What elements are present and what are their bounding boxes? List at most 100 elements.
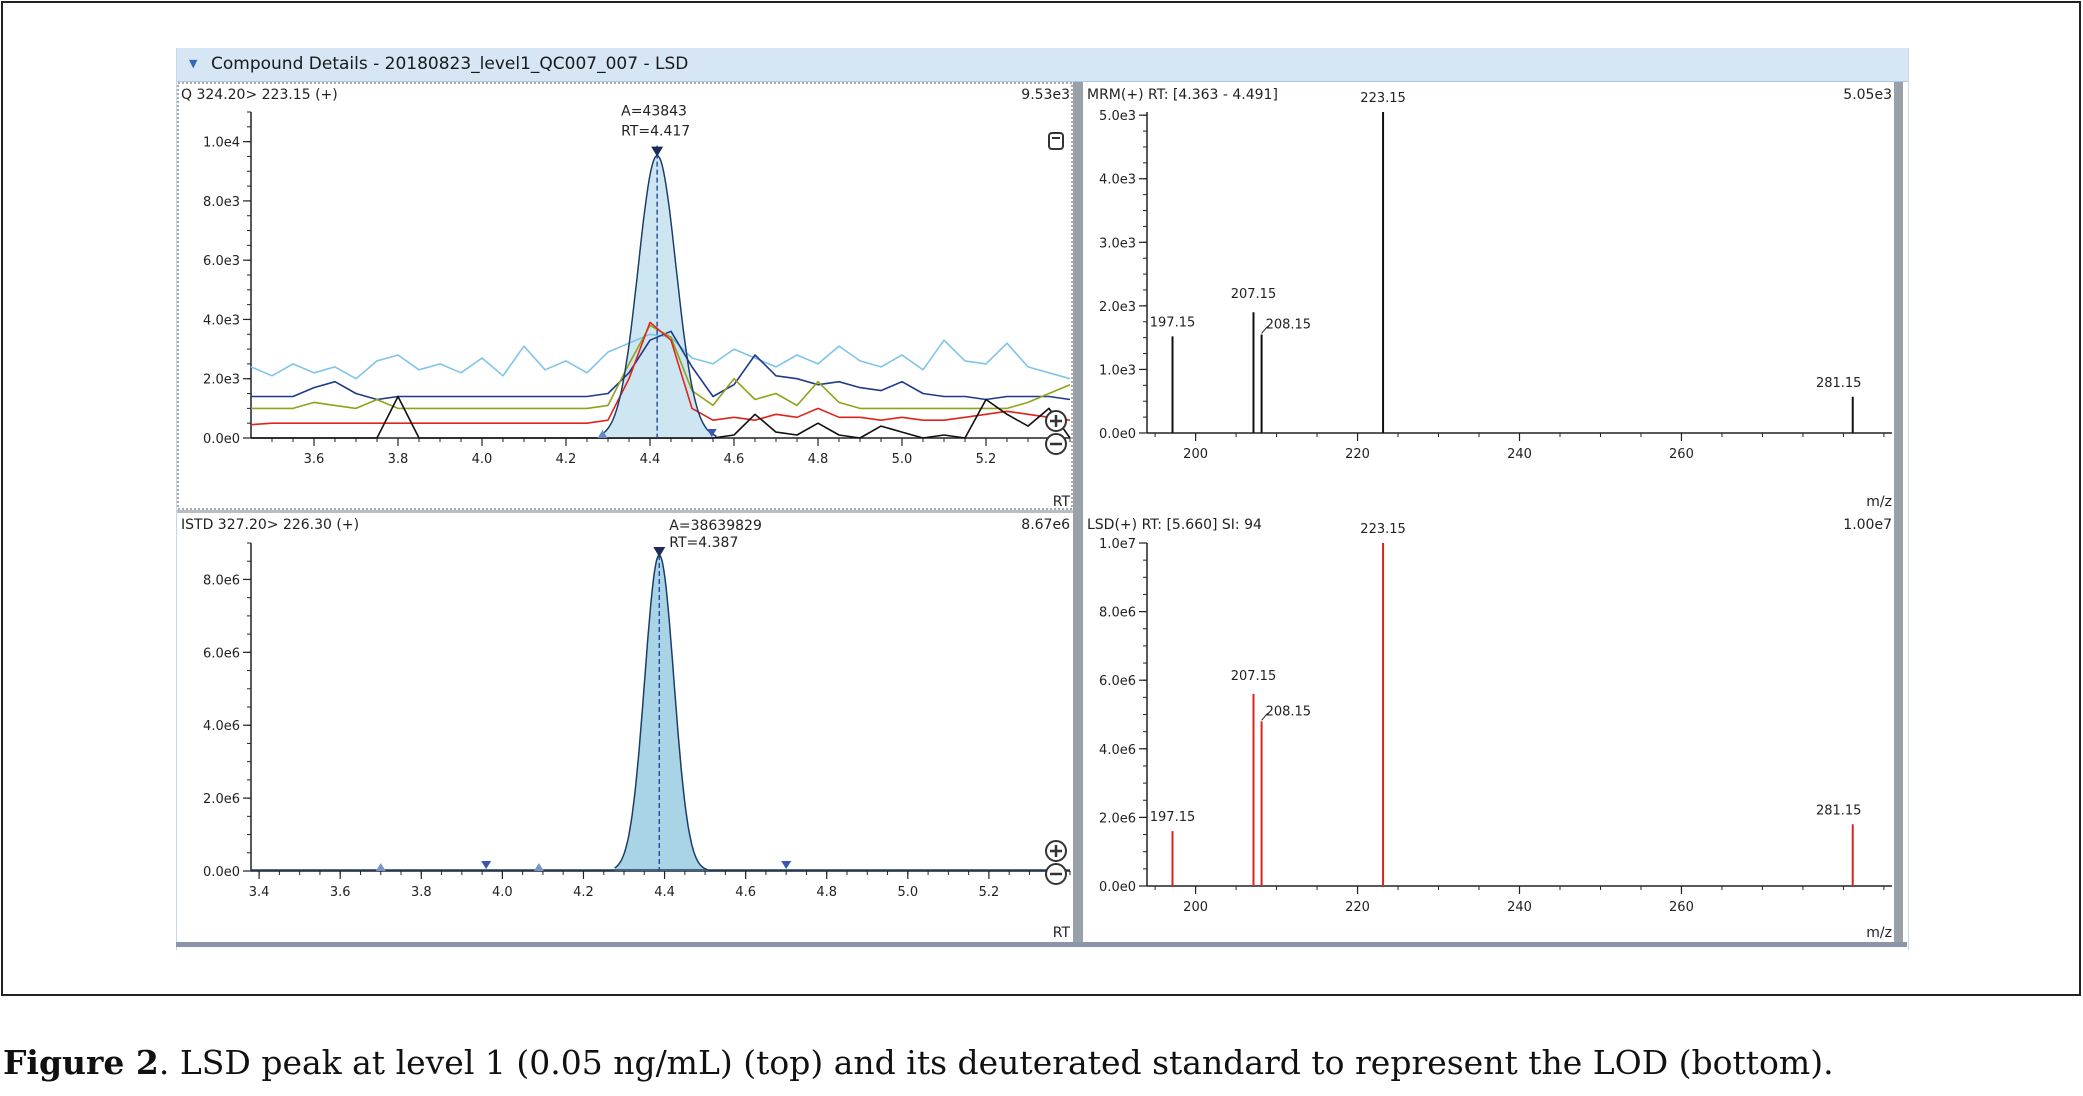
x-tick-label: 260 — [1669, 447, 1694, 462]
x-tick-label: 200 — [1183, 447, 1208, 462]
panel-header: MRM(+) RT: [4.363 - 4.491] — [1087, 87, 1278, 103]
x-tick-label: 5.0 — [897, 885, 918, 900]
x-tick-label: 3.6 — [304, 452, 325, 467]
spectrum-bars: 197.15 207.15 208.15 223.15 281.15 — [1150, 91, 1862, 433]
triangle-down-icon[interactable]: ▼ — [189, 57, 198, 70]
x-tick-label: 5.2 — [979, 885, 1000, 900]
peak-mz-label: 208.15 — [1266, 317, 1312, 332]
baseline-marker[interactable] — [481, 861, 492, 869]
chart-axes: 0.0e0 1.0e3 2.0e3 3.0e3 4.0e3 5.0e3 200 220 240 2… — [1099, 109, 1892, 462]
library-spectrum-panel: LSD(+) RT: [5.660] SI: 94 1.00e7 0.0e0 2.… — [1087, 517, 1892, 941]
y-tick-label: 8.0e3 — [203, 195, 240, 210]
panel-header: LSD(+) RT: [5.660] SI: 94 — [1087, 517, 1262, 533]
peak-mz-label: 207.15 — [1231, 669, 1277, 684]
x-tick-label: 240 — [1507, 900, 1532, 915]
y-tick-label: 4.0e6 — [203, 719, 240, 734]
y-tick-label: 5.0e3 — [1099, 109, 1136, 124]
y-tick-label: 2.0e3 — [203, 373, 240, 388]
x-tick-label: 4.0 — [472, 452, 493, 467]
y-tick-label: 4.0e3 — [1099, 173, 1136, 188]
peak-mz-label: 223.15 — [1360, 522, 1406, 537]
figure-frame — [1, 1, 2081, 996]
peak-start-marker[interactable] — [597, 430, 608, 438]
y-tick-label: 6.0e6 — [1099, 674, 1136, 689]
window-title: Compound Details - 20180823_level1_QC007… — [211, 54, 689, 74]
x-axis-label: RT — [1053, 925, 1071, 941]
peak-rt-label: RT=4.387 — [669, 535, 738, 551]
x-axis-label: RT — [1053, 494, 1071, 510]
horizontal-splitter[interactable] — [177, 510, 1073, 513]
peak-mz-label: 197.15 — [1150, 315, 1196, 330]
x-tick-label: 5.2 — [976, 452, 997, 467]
peak-mz-label: 207.15 — [1231, 287, 1277, 302]
chromatogram-traces — [251, 554, 1070, 871]
x-tick-label: 4.6 — [735, 885, 756, 900]
zoom-reset-icon[interactable] — [1048, 132, 1064, 150]
panel-header: Q 324.20> 223.15 (+) — [181, 87, 338, 103]
max-intensity-label: 8.67e6 — [1021, 517, 1070, 533]
label-leader-line — [1261, 326, 1268, 334]
peak-mz-label: 208.15 — [1266, 704, 1312, 719]
apex-marker[interactable] — [653, 547, 666, 558]
x-tick-label: 260 — [1669, 900, 1694, 915]
caption-text: . LSD peak at level 1 (0.05 ng/mL) (top)… — [158, 1043, 1834, 1082]
x-tick-label: 4.0 — [492, 885, 513, 900]
panel-focus-border — [177, 82, 1073, 510]
caption-bold: Figure 2 — [3, 1043, 159, 1082]
x-tick-label: 4.6 — [724, 452, 745, 467]
chart-axes: 0.0e0 2.0e6 4.0e6 6.0e6 8.0e6 1.0e7 200 220 240 2… — [1099, 537, 1892, 915]
zoom-in-icon[interactable] — [1045, 410, 1067, 432]
quant-peak-trace — [602, 154, 717, 437]
y-tick-label: 0.0e0 — [203, 432, 240, 447]
bottom-scrollbar[interactable] — [176, 942, 1907, 947]
chromatogram-series-5 — [251, 395, 1071, 439]
x-tick-label: 4.2 — [556, 452, 577, 467]
zoom-out-icon[interactable] — [1045, 433, 1067, 455]
peak-area-label: A=43843 — [621, 104, 687, 120]
spectrum-bars: 197.15 207.15 208.15 223.15 281.15 — [1150, 522, 1861, 886]
chromatogram-series-2 — [251, 330, 1071, 401]
zoom-in-icon[interactable] — [1045, 840, 1067, 862]
y-tick-label: 4.0e6 — [1099, 743, 1136, 758]
chart-axes: 0.0e0 2.0e3 4.0e3 6.0e3 8.0e3 1.0e4 3.6 3.8 4.0 4… — [203, 111, 1071, 467]
y-tick-label: 2.0e3 — [1099, 300, 1136, 315]
x-tick-label: 3.8 — [388, 452, 409, 467]
max-intensity-label: 1.00e7 — [1843, 517, 1892, 533]
baseline-marker[interactable] — [375, 863, 386, 871]
window-titlebar[interactable]: ▼ Compound Details - 20180823_level1_QC0… — [177, 48, 1908, 82]
x-tick-label: 240 — [1507, 447, 1532, 462]
y-tick-label: 0.0e0 — [203, 865, 240, 880]
chromatogram-series-4 — [250, 321, 1071, 426]
apex-marker[interactable] — [651, 146, 664, 157]
right-scrollbar[interactable] — [1894, 82, 1903, 947]
label-leader-line — [1261, 713, 1268, 721]
peak-markers — [375, 547, 792, 871]
vertical-splitter[interactable] — [1073, 82, 1083, 947]
max-intensity-label: 9.53e3 — [1021, 87, 1070, 103]
y-tick-label: 1.0e7 — [1099, 537, 1136, 552]
peak-end-marker[interactable] — [706, 429, 717, 437]
integrated-peak-area[interactable] — [614, 555, 708, 871]
x-tick-label: 4.2 — [573, 885, 594, 900]
compound-details-window: ▼ Compound Details - 20180823_level1_QC0… — [176, 48, 1909, 950]
baseline-marker[interactable] — [781, 861, 792, 869]
x-tick-label: 4.4 — [640, 452, 661, 467]
peak-mz-label: 197.15 — [1150, 810, 1196, 825]
chart-axes: 0.0e0 2.0e6 4.0e6 6.0e6 8.0e6 3.4 3.6 3.8 4.0 4.2… — [203, 542, 1071, 900]
zoom-out-icon[interactable] — [1045, 863, 1067, 885]
y-tick-label: 8.0e6 — [203, 573, 240, 588]
y-tick-label: 0.0e0 — [1099, 880, 1136, 895]
baseline-marker[interactable] — [533, 863, 544, 871]
x-tick-label: 4.4 — [654, 885, 675, 900]
peak-markers — [597, 145, 717, 438]
x-axis-label: m/z — [1866, 925, 1892, 941]
y-tick-label: 3.0e3 — [1099, 236, 1136, 251]
x-tick-label: 4.8 — [808, 452, 829, 467]
y-tick-label: 6.0e6 — [203, 646, 240, 661]
y-tick-label: 1.0e3 — [1099, 363, 1136, 378]
x-tick-label: 3.8 — [411, 885, 432, 900]
peak-mz-label: 281.15 — [1816, 376, 1862, 391]
x-tick-label: 200 — [1183, 900, 1208, 915]
x-tick-label: 4.8 — [816, 885, 837, 900]
quant-chromatogram-panel: Q 324.20> 223.15 (+) 9.53e3 0.0e0 2.0e3 4.… — [177, 82, 1073, 510]
